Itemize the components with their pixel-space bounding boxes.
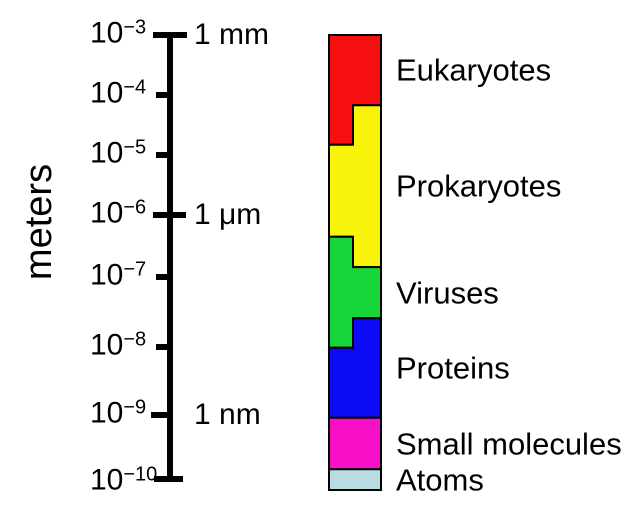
organism-label: Prokaryotes (396, 168, 562, 204)
organism-label: Atoms (396, 462, 484, 498)
organism-label: Eukaryotes (396, 52, 552, 88)
tick-exponent: −4 (123, 76, 147, 99)
tick-exponent: −6 (123, 196, 147, 219)
organism-label: Small molecules (396, 426, 622, 461)
unit-annotation: 1 μm (194, 198, 262, 231)
y-tick-label: 10−3 (90, 16, 147, 52)
tick-base: 10 (90, 258, 124, 292)
tick-exponent: −8 (123, 328, 147, 351)
unit-annotation: 1 mm (194, 18, 269, 51)
y-tick-label: 10−10 (90, 463, 158, 499)
tick-base: 10 (90, 196, 124, 230)
tick-base: 10 (90, 463, 124, 497)
tick-base: 10 (90, 136, 124, 170)
y-tick-label: 10−5 (90, 136, 147, 172)
tick-base: 10 (90, 396, 124, 430)
organism-label: Viruses (396, 275, 499, 311)
bar-segment-atoms (328, 468, 382, 491)
tick-exponent: −5 (123, 136, 147, 159)
tick-base: 10 (90, 76, 124, 110)
organism-label: Proteins (396, 350, 510, 386)
y-tick-label: 10−4 (90, 76, 147, 112)
bar-segment-small-molecules (328, 416, 382, 471)
tick-exponent: −3 (123, 16, 147, 39)
y-tick-label: 10−7 (90, 258, 147, 294)
y-tick-label: 10−8 (90, 328, 147, 364)
unit-annotation: 1 nm (194, 398, 261, 431)
tick-base: 10 (90, 16, 124, 50)
tick-exponent: −7 (123, 258, 147, 281)
tick-base: 10 (90, 328, 124, 362)
tick-exponent: −9 (123, 396, 147, 419)
y-tick-label: 10−6 (90, 196, 147, 232)
tick-exponent: −10 (123, 463, 158, 486)
y-tick-label: 10−9 (90, 396, 147, 432)
